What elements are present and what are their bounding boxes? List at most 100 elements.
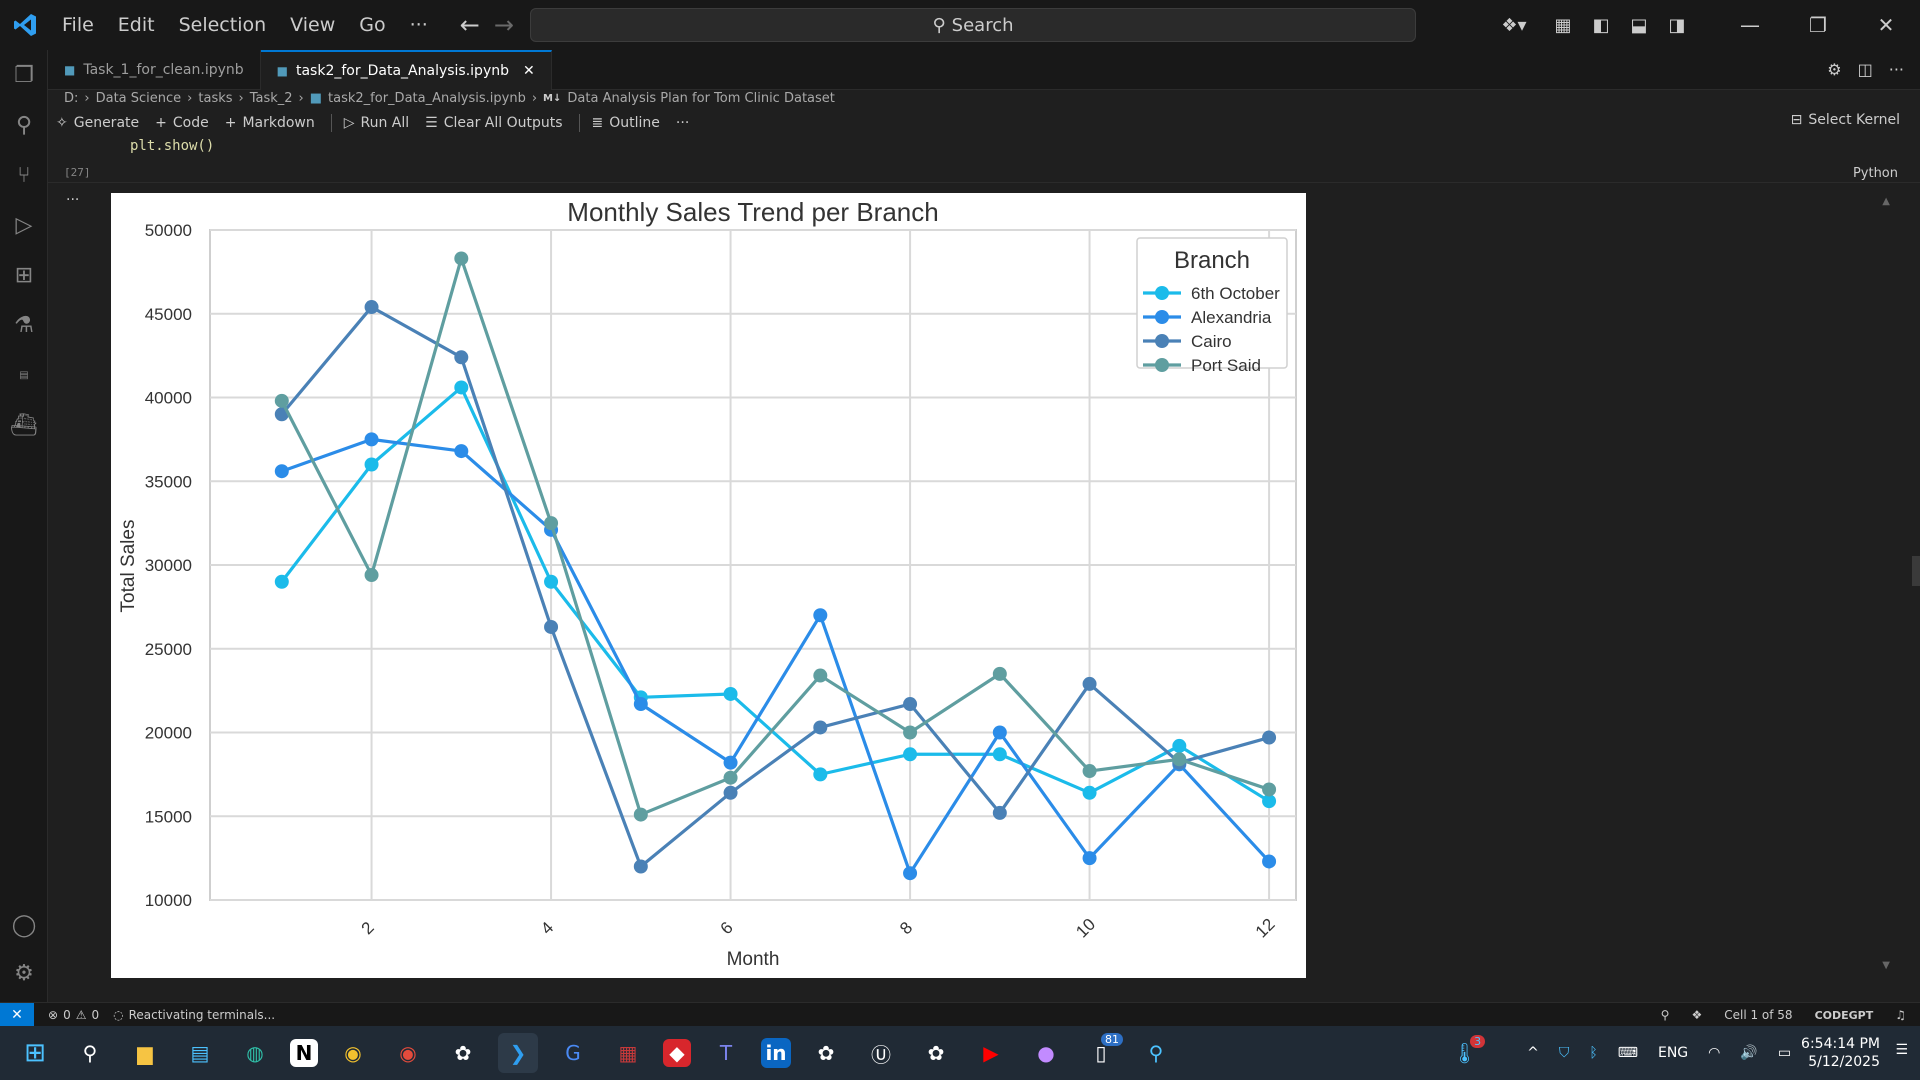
select-kernel-button[interactable]: ⊟ Select Kernel	[1791, 112, 1900, 128]
menu-selection[interactable]: Selection	[178, 14, 267, 36]
toggle-panel-icon[interactable]: ⬓	[1630, 14, 1648, 36]
search-view-icon[interactable]: ⚲	[15, 112, 33, 138]
breadcrumb-item[interactable]: task2_for_Data_Analysis.ipynb	[328, 90, 526, 106]
chrome-icon[interactable]: ◉	[344, 1041, 362, 1065]
customize-layout-icon[interactable]: ▦	[1554, 14, 1572, 36]
menu-go[interactable]: Go	[359, 14, 386, 36]
breadcrumb-item[interactable]: D:	[64, 90, 79, 106]
notification-center-icon[interactable]: ☰	[1895, 1042, 1908, 1058]
toolbar-more-button[interactable]: ···	[675, 115, 690, 131]
vscode-logo-icon[interactable]	[0, 0, 50, 50]
scroll-up-arrow-icon[interactable]: ▲	[1882, 196, 1890, 207]
toggle-sidebar-icon[interactable]: ◧	[1592, 14, 1610, 36]
outline-button[interactable]: ≣ Outline	[592, 115, 660, 131]
notion-icon[interactable]: N	[290, 1039, 318, 1067]
github-icon[interactable]: ●	[1037, 1041, 1055, 1065]
run-debug-icon[interactable]: ▷	[15, 212, 33, 238]
add-markdown-button[interactable]: + Markdown	[225, 115, 315, 131]
vscode-taskbar-icon[interactable]: ❯	[498, 1033, 538, 1073]
scrollbar-thumb[interactable]	[1912, 556, 1920, 586]
codegpt-status[interactable]: CODEGPT	[1814, 1008, 1874, 1022]
command-center-search[interactable]: ⚲ Search	[530, 8, 1416, 42]
add-code-button[interactable]: + Code	[155, 115, 209, 131]
breadcrumb-item[interactable]: Data Analysis Plan for Tom Clinic Datase…	[567, 90, 835, 106]
windows-start-icon[interactable]: ⊞	[24, 1038, 46, 1068]
tab-task2[interactable]: ■ task2_for_Data_Analysis.ipynb ✕	[260, 50, 552, 90]
more-actions-icon[interactable]: ···	[1888, 60, 1904, 79]
docker-icon[interactable]: ⛴	[10, 412, 38, 438]
code-cell[interactable]: plt.show() [27] Python	[48, 138, 1920, 183]
menu-edit[interactable]: Edit	[117, 14, 155, 36]
chrome-profile-icon[interactable]: ◉	[399, 1041, 417, 1065]
output-more-button[interactable]: ···	[66, 192, 80, 208]
run-all-button[interactable]: ▷ Run All	[344, 115, 409, 131]
accounts-icon[interactable]: ◯	[11, 912, 37, 938]
file-explorer-icon[interactable]: ▆	[137, 1041, 153, 1065]
volume-icon[interactable]: 🔊	[1740, 1045, 1758, 1061]
testing-icon[interactable]: ⚗	[14, 312, 34, 338]
clock[interactable]: 6:54:14 PM 5/12/2025	[1801, 1035, 1880, 1071]
microsoft-store-icon[interactable]: ▤	[190, 1041, 210, 1065]
restore-icon[interactable]: ❐	[1809, 13, 1827, 37]
minimize-icon[interactable]: —	[1740, 13, 1760, 37]
close-window-icon[interactable]: ✕	[1877, 13, 1895, 37]
remote-indicator-icon[interactable]: ✕	[0, 1002, 34, 1027]
teams-icon[interactable]: T	[719, 1041, 733, 1065]
edge-icon[interactable]: ◍	[246, 1041, 264, 1065]
problems-indicator[interactable]: ⊗ 0 ⚠ 0	[48, 1008, 99, 1022]
show-hidden-icons-icon[interactable]: ^	[1527, 1045, 1539, 1061]
wifi-icon[interactable]: ◠	[1708, 1045, 1721, 1061]
notifications-icon[interactable]: ♫	[1895, 1008, 1906, 1022]
close-tab-icon[interactable]: ✕	[523, 63, 535, 79]
copilot-icon[interactable]: ❖▾	[1501, 14, 1527, 36]
chevron-right-icon: ›	[187, 90, 193, 106]
google-translate-icon[interactable]: G	[565, 1041, 581, 1065]
winrar-icon[interactable]: ▦	[618, 1041, 638, 1065]
tab-task1[interactable]: ■ Task_1_for_clean.ipynb	[48, 50, 261, 90]
menu-file[interactable]: File	[62, 14, 94, 36]
security-icon[interactable]: ⛉	[1558, 1045, 1570, 1061]
settings-gear-icon[interactable]: ⚙	[14, 960, 34, 986]
chatgpt-icon[interactable]: ✿	[454, 1041, 472, 1065]
anydesk-icon[interactable]: ◆	[663, 1039, 691, 1067]
codegpt-icon[interactable]: ▤	[19, 369, 29, 381]
y-tick-label: 20000	[145, 724, 192, 743]
split-editor-icon[interactable]: ◫	[1857, 60, 1873, 79]
toggle-secondary-sidebar-icon[interactable]: ◨	[1668, 14, 1686, 36]
bluetooth-icon[interactable]: ᛒ	[1589, 1045, 1598, 1061]
search-app-icon[interactable]: ⚲	[1148, 1041, 1164, 1065]
zoom-icon[interactable]: ⚲	[1660, 1008, 1670, 1022]
back-arrow-icon[interactable]: ←	[459, 11, 480, 39]
generate-button[interactable]: ✧ Generate	[56, 115, 139, 131]
scroll-down-arrow-icon[interactable]: ▼	[1882, 960, 1890, 971]
language-indicator[interactable]: ENG	[1657, 1045, 1689, 1061]
cell-info[interactable]: Cell 1 of 58	[1724, 1008, 1793, 1022]
u-app-icon[interactable]: Ⓤ	[871, 1042, 891, 1067]
battery-icon[interactable]: ▭	[1777, 1045, 1792, 1061]
weather-icon[interactable]: 🌡 3	[1452, 1035, 1486, 1065]
menu-more[interactable]: ···	[409, 14, 428, 36]
breadcrumb-item[interactable]: tasks	[198, 90, 233, 106]
x-axis-label: Month	[727, 949, 780, 970]
notifications-app-icon[interactable]: ▯ 81	[1081, 1033, 1123, 1073]
youtube-icon[interactable]: ▶	[983, 1041, 999, 1065]
copilot-status-icon[interactable]: ❖	[1691, 1008, 1703, 1022]
code-line[interactable]: plt.show()	[130, 138, 215, 154]
openai-alt-icon[interactable]: ✿	[927, 1041, 945, 1065]
linkedin-icon[interactable]: in	[761, 1038, 791, 1068]
forward-arrow-icon[interactable]: →	[493, 11, 514, 39]
extensions-icon[interactable]: ⊞	[14, 262, 34, 288]
clear-outputs-button[interactable]: ☰ Clear All Outputs	[425, 115, 562, 131]
menu-view[interactable]: View	[290, 14, 336, 36]
notebook-settings-icon[interactable]: ⚙	[1827, 60, 1842, 79]
data-point	[813, 608, 828, 623]
cell-language[interactable]: Python	[1852, 166, 1898, 181]
taskbar-search-icon[interactable]: ⚲	[82, 1041, 98, 1065]
explorer-icon[interactable]: ❐	[14, 62, 34, 88]
legend-swatch-marker	[1155, 358, 1169, 372]
breadcrumb-item[interactable]: Data Science	[95, 90, 182, 106]
keyboard-icon[interactable]: ⌨	[1617, 1045, 1638, 1061]
openai-icon[interactable]: ✿	[817, 1041, 835, 1065]
source-control-icon[interactable]: ⑂	[17, 162, 31, 188]
breadcrumb-item[interactable]: Task_2	[249, 90, 293, 106]
